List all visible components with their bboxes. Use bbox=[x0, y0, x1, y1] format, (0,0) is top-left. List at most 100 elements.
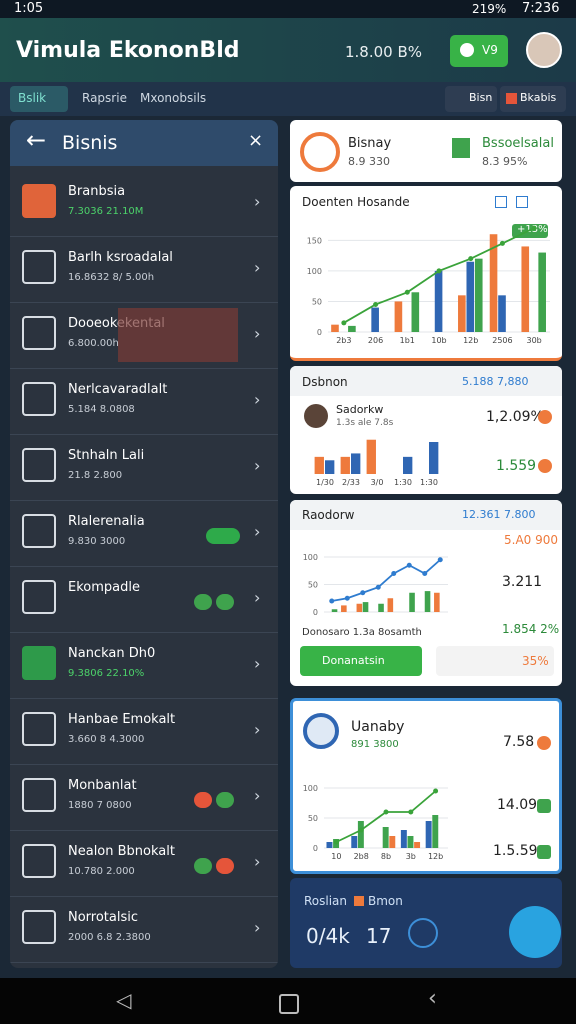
sales-card: Dsbnon 5.188 7,880 Sadorkw 1.3s ale 7.8s… bbox=[290, 366, 562, 494]
bar bbox=[434, 270, 443, 332]
button-label: V9 bbox=[482, 43, 498, 57]
chevron[interactable]: › bbox=[254, 918, 261, 937]
chevron[interactable]: › bbox=[254, 588, 261, 607]
chevron[interactable]: › bbox=[254, 522, 261, 541]
trend-point bbox=[329, 598, 335, 604]
info-icon[interactable] bbox=[408, 918, 438, 948]
item-icon bbox=[22, 646, 56, 680]
footer-value: 0/4k bbox=[306, 924, 350, 948]
list-item[interactable]: Norrotalsic 2000 6.8 2.3800 › bbox=[10, 898, 278, 963]
tab-active[interactable] bbox=[10, 86, 68, 112]
tab[interactable]: Rapsrie bbox=[82, 91, 127, 105]
list-item[interactable]: Nerlcavaradlalt 5.184 8.0808 › bbox=[10, 370, 278, 435]
nav-recent[interactable]: ‹ bbox=[428, 986, 437, 1011]
list-item[interactable]: Dooeokekental 6.800.00h › bbox=[10, 304, 278, 369]
list-item[interactable]: Branbsia 7.3036 21.10M › bbox=[10, 172, 278, 237]
list-item[interactable]: Nanckan Dh0 9.3806 22.10% › bbox=[10, 634, 278, 699]
chevron[interactable]: › bbox=[254, 192, 261, 211]
item-icon bbox=[22, 382, 56, 416]
trend-point bbox=[373, 302, 379, 307]
side-panel: Bisnis ← × Branbsia 7.3036 21.10M › Barlh k… bbox=[10, 120, 278, 968]
card-value: 891 3800 bbox=[351, 739, 399, 750]
stat-value: 1.5.59 bbox=[493, 843, 538, 859]
bar bbox=[356, 603, 363, 612]
list-item[interactable]: Rlalerenalia 9.830 3000 › bbox=[10, 502, 278, 567]
x-tick-label: 2506 bbox=[492, 336, 512, 345]
list-item[interactable]: Ekompadle › bbox=[10, 568, 278, 633]
list-item[interactable]: Barlh ksroadalal 16.8632 8/ 5.00h › bbox=[10, 238, 278, 303]
item-detail: 9.830 3000 bbox=[68, 536, 126, 547]
chevron[interactable]: › bbox=[254, 852, 261, 871]
item-name: Hanbae Emokalt bbox=[68, 712, 176, 727]
item-detail: 16.8632 8/ 5.00h bbox=[68, 272, 155, 283]
item-name: Nerlcavaradlalt bbox=[68, 382, 168, 397]
avatar[interactable] bbox=[526, 32, 562, 68]
x-tick-label: 206 bbox=[368, 336, 383, 345]
trend-point bbox=[383, 809, 389, 815]
percent-box: 35% bbox=[436, 646, 554, 676]
icon bbox=[516, 196, 528, 208]
bar bbox=[394, 301, 403, 332]
range[interactable]: 5.188 7,880 bbox=[462, 375, 529, 388]
y-tick-label: 0 bbox=[317, 328, 322, 337]
bar bbox=[538, 252, 546, 332]
nav-back[interactable]: ◁ bbox=[116, 988, 132, 1012]
report-chart: 0 50 100 bbox=[303, 553, 448, 617]
list-item[interactable]: Nealon Bbnokalt 10.780 2.000 › bbox=[10, 832, 278, 897]
tab[interactable]: Bslik bbox=[18, 91, 47, 105]
bar bbox=[521, 246, 530, 332]
close-icon[interactable]: × bbox=[248, 130, 264, 151]
tab-bar: Bslik Rapsrie Mxonobsils Bisn Bkabis bbox=[0, 82, 576, 116]
panel-header: Bisnis ← × bbox=[10, 120, 278, 166]
toggle-dot[interactable] bbox=[194, 858, 212, 874]
bar bbox=[371, 307, 379, 332]
list-item[interactable]: Monbanlat 1880 7 0800 › bbox=[10, 766, 278, 831]
item-detail: 1.3s ale 7.8s bbox=[336, 418, 394, 428]
bar bbox=[403, 456, 413, 474]
card-head bbox=[290, 500, 562, 530]
chevron[interactable]: › bbox=[254, 786, 261, 805]
trend-point bbox=[499, 240, 505, 246]
dropdown-button[interactable]: Donanatsin bbox=[300, 646, 422, 676]
range[interactable]: 12.361 7.800 bbox=[462, 508, 536, 521]
item-detail: 2000 6.8 2.3800 bbox=[68, 932, 151, 943]
chevron[interactable]: › bbox=[254, 324, 261, 343]
bar bbox=[382, 827, 389, 848]
toggle-dot[interactable] bbox=[216, 792, 234, 808]
toggle-dot[interactable] bbox=[194, 792, 212, 808]
action-button[interactable]: Bkabis bbox=[500, 86, 566, 112]
toggle[interactable] bbox=[206, 528, 240, 544]
chevron[interactable]: › bbox=[254, 390, 261, 409]
bar bbox=[366, 439, 376, 474]
y-tick-label: 0 bbox=[313, 844, 318, 853]
toggle-dot[interactable] bbox=[216, 858, 234, 874]
stat-badge bbox=[537, 845, 551, 859]
balance[interactable]: 1.8.00 B% bbox=[345, 43, 423, 61]
list-item[interactable]: Stnhaln Lali 21.8 2.800 › bbox=[10, 436, 278, 501]
toggle-dot[interactable] bbox=[216, 594, 234, 610]
nav-home[interactable] bbox=[279, 994, 299, 1014]
item-detail: 6.800.00h bbox=[68, 338, 119, 349]
user-icon bbox=[460, 43, 474, 57]
item-icon bbox=[22, 844, 56, 878]
trend-point bbox=[437, 557, 443, 563]
trend-point bbox=[531, 225, 537, 231]
chevron[interactable]: › bbox=[254, 720, 261, 739]
tab[interactable]: Mxonobsils bbox=[140, 91, 207, 105]
toggle-dot[interactable] bbox=[194, 594, 212, 610]
button-label: Donanatsin bbox=[322, 654, 385, 667]
item-name: Norrotalsic bbox=[68, 910, 139, 925]
chevron[interactable]: › bbox=[254, 258, 261, 277]
chevron[interactable]: › bbox=[254, 654, 261, 673]
x-tick-label: 3b bbox=[406, 852, 416, 861]
action-button[interactable]: Bisn bbox=[445, 86, 497, 112]
card-title: Dsbnon bbox=[302, 375, 348, 389]
list-item[interactable]: Hanbae Emokalt 3.660 8 4.3000 › bbox=[10, 700, 278, 765]
fab[interactable] bbox=[509, 906, 561, 958]
back-icon[interactable]: ← bbox=[26, 126, 47, 154]
chevron[interactable]: › bbox=[254, 456, 261, 475]
x-tick-label: 1/30 bbox=[316, 478, 334, 487]
card-title: Raodorw bbox=[302, 508, 355, 522]
clock: 7:236 bbox=[522, 1, 560, 16]
account-button[interactable]: V9 bbox=[450, 35, 508, 67]
